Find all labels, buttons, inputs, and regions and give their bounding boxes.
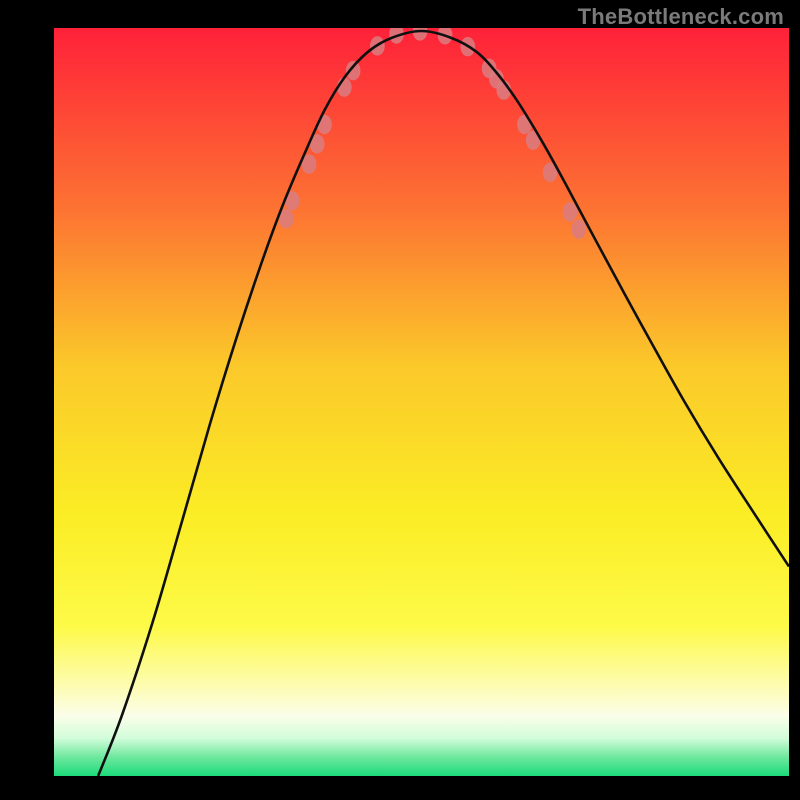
curve-marker [317, 115, 332, 134]
chart-svg [54, 28, 789, 776]
curve-marker [517, 115, 532, 134]
curve-marker [346, 61, 361, 80]
gradient-background [54, 28, 789, 776]
watermark-text: TheBottleneck.com [578, 4, 784, 30]
chart-area [54, 28, 789, 776]
curve-marker [571, 219, 586, 238]
curve-marker [563, 202, 578, 221]
